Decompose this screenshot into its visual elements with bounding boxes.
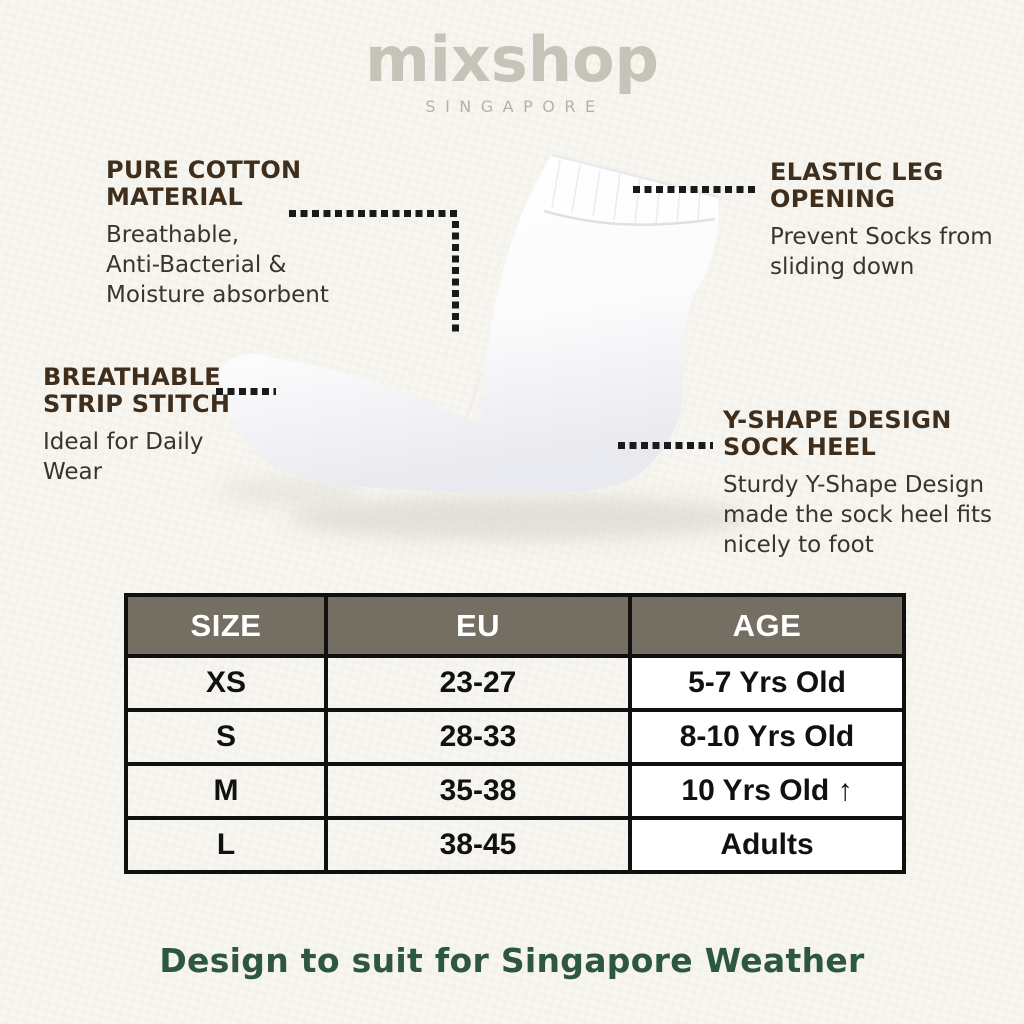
callout-breathable-stitch: BREATHABLE STRIP STITCH Ideal for Daily … — [43, 364, 283, 487]
table-cell: 8-10 Yrs Old — [628, 708, 906, 766]
brand-logo: mixshop SINGAPORE — [0, 23, 1024, 117]
tagline: Design to suit for Singapore Weather — [159, 941, 865, 980]
size-table-header-row: SIZE EU AGE — [124, 593, 906, 658]
callout-elastic-leg-desc: Prevent Socks from sliding down — [770, 224, 993, 280]
table-cell: 23-27 — [324, 654, 632, 712]
table-cell: L — [124, 816, 328, 874]
size-table-row-l: L 38-45 Adults — [124, 816, 906, 874]
callout-elastic-leg: ELASTIC LEG OPENING Prevent Socks from s… — [770, 159, 1010, 282]
connector-breathable-stitch — [216, 388, 276, 395]
sock-shadow — [290, 496, 750, 540]
sock-body — [219, 155, 719, 494]
callout-y-shape-heel: Y-SHAPE DESIGN SOCK HEEL Sturdy Y-Shape … — [723, 407, 1013, 560]
table-cell: XS — [124, 654, 328, 712]
table-cell: 5-7 Yrs Old — [628, 654, 906, 712]
size-table-header-size: SIZE — [124, 593, 328, 658]
size-table-header-eu: EU — [324, 593, 632, 658]
table-cell: S — [124, 708, 328, 766]
size-table-row-m: M 35-38 10 Yrs Old ↑ — [124, 762, 906, 820]
callout-elastic-leg-title: ELASTIC LEG OPENING — [770, 158, 944, 213]
brand-name: mixshop — [365, 23, 659, 96]
connector-y-shape-heel — [618, 442, 713, 449]
size-table-row-xs: XS 23-27 5-7 Yrs Old — [124, 654, 906, 712]
sock-cuff — [544, 155, 719, 229]
table-cell: Adults — [628, 816, 906, 874]
table-cell: M — [124, 762, 328, 820]
size-table-header-age: AGE — [628, 593, 906, 658]
table-cell: 28-33 — [324, 708, 632, 766]
size-table: SIZE EU AGE XS 23-27 5-7 Yrs Old S 28-33… — [124, 593, 906, 874]
sock-toe-shadow — [220, 478, 360, 506]
callout-pure-cotton: PURE COTTON MATERIAL Breathable, Anti-Ba… — [106, 157, 396, 310]
callout-y-shape-heel-desc: Sturdy Y-Shape Design made the sock heel… — [723, 472, 993, 558]
table-cell: 10 Yrs Old ↑ — [628, 762, 906, 820]
connector-pure-cotton-horizontal — [289, 210, 461, 217]
connector-elastic-leg — [633, 186, 756, 193]
callout-y-shape-heel-title: Y-SHAPE DESIGN SOCK HEEL — [723, 406, 952, 461]
callout-pure-cotton-title: PURE COTTON MATERIAL — [106, 156, 302, 211]
brand-country: SINGAPORE — [425, 97, 605, 117]
table-cell: 38-45 — [324, 816, 632, 874]
sock-cuff-seam — [543, 209, 716, 226]
connector-pure-cotton-vertical — [452, 221, 459, 332]
sock-ankle-crease — [465, 372, 482, 420]
callout-pure-cotton-desc: Breathable, Anti-Bacterial & Moisture ab… — [106, 222, 329, 308]
size-table-row-s: S 28-33 8-10 Yrs Old — [124, 708, 906, 766]
table-cell: 35-38 — [324, 762, 632, 820]
sock-cuff-ribs — [551, 159, 701, 225]
callout-breathable-stitch-desc: Ideal for Daily Wear — [43, 429, 204, 485]
callout-breathable-stitch-title: BREATHABLE STRIP STITCH — [43, 363, 231, 418]
sock-image — [219, 154, 750, 540]
